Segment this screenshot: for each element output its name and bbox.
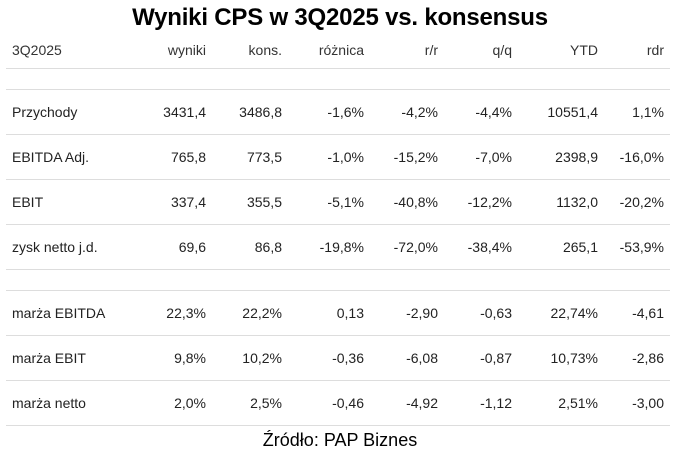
- difference-cell: -1,6%: [288, 89, 370, 135]
- ytd-change-cell: -2,86: [604, 335, 670, 381]
- qoq-cell: -7,0%: [444, 134, 518, 180]
- results-cell: 22,3%: [138, 290, 212, 336]
- results-cell: 2,0%: [138, 380, 212, 426]
- row-label: [6, 68, 138, 90]
- ytd-cell: 265,1: [518, 224, 604, 270]
- consensus-cell: 10,2%: [212, 335, 288, 381]
- difference-cell: [288, 68, 370, 90]
- row-label: zysk netto j.d.: [6, 224, 138, 270]
- difference-cell: -0,36: [288, 335, 370, 381]
- difference-cell: [288, 269, 370, 291]
- qoq-cell: -0,63: [444, 290, 518, 336]
- table-body: Przychody 3431,4 3486,8 -1,6% -4,2% -4,4% 1055…: [6, 68, 670, 426]
- difference-cell: -19,8%: [288, 224, 370, 270]
- row-label: [6, 269, 138, 291]
- yoy-cell: -72,0%: [370, 224, 444, 270]
- yoy-cell: [370, 269, 444, 291]
- column-header-yoy: r/r: [424, 42, 438, 58]
- consensus-cell: [212, 68, 288, 90]
- ytd-cell: 10,73%: [518, 335, 604, 381]
- consensus-cell: 3486,8: [212, 89, 288, 135]
- table-row: marża EBIT 9,8% 10,2% -0,36 -6,08 -0,87 10,73%…: [6, 335, 670, 381]
- yoy-cell: -40,8%: [370, 179, 444, 225]
- column-header-consensus: kons.: [248, 42, 282, 58]
- results-cell: 337,4: [138, 179, 212, 225]
- ytd-change-cell: -16,0%: [604, 134, 670, 180]
- ytd-cell: [518, 68, 604, 90]
- difference-cell: -0,46: [288, 380, 370, 426]
- ytd-change-cell: -3,00: [604, 380, 670, 426]
- header-row: 3Q2025 wyniki kons. różnica r/r q/q YTD …: [6, 32, 670, 69]
- table-row: marża EBITDA 22,3% 22,2% 0,13 -2,90 -0,63 22,7…: [6, 290, 670, 336]
- results-table: 3Q2025 wyniki kons. różnica r/r q/q YTD …: [6, 32, 670, 426]
- yoy-cell: -2,90: [370, 290, 444, 336]
- qoq-cell: -4,4%: [444, 89, 518, 135]
- results-cell: 3431,4: [138, 89, 212, 135]
- column-header-ytd-change: rdr: [646, 42, 664, 58]
- row-label: EBIT: [6, 179, 138, 225]
- column-header-qoq: q/q: [492, 42, 512, 58]
- column-header-ytd: YTD: [570, 42, 598, 58]
- yoy-cell: -4,92: [370, 380, 444, 426]
- ytd-change-cell: [604, 269, 670, 291]
- qoq-cell: [444, 269, 518, 291]
- source-note: Źródło: PAP Biznes: [262, 430, 418, 450]
- consensus-cell: 2,5%: [212, 380, 288, 426]
- row-label: EBITDA Adj.: [6, 134, 138, 180]
- ytd-change-cell: [604, 68, 670, 90]
- ytd-change-cell: -20,2%: [604, 179, 670, 225]
- ytd-cell: 22,74%: [518, 290, 604, 336]
- difference-cell: -1,0%: [288, 134, 370, 180]
- row-label: marża EBITDA: [6, 290, 138, 336]
- yoy-cell: -6,08: [370, 335, 444, 381]
- results-cell: [138, 269, 212, 291]
- ytd-cell: [518, 269, 604, 291]
- ytd-cell: 2,51%: [518, 380, 604, 426]
- table-row: EBITDA Adj. 765,8 773,5 -1,0% -15,2% -7,0% 239…: [6, 134, 670, 180]
- consensus-cell: 355,5: [212, 179, 288, 225]
- yoy-cell: -4,2%: [370, 89, 444, 135]
- ytd-change-cell: 1,1%: [604, 89, 670, 135]
- row-label: Przychody: [6, 89, 138, 135]
- yoy-cell: [370, 68, 444, 90]
- column-header-results: wyniki: [167, 42, 206, 58]
- row-label: marża EBIT: [6, 335, 138, 381]
- consensus-cell: [212, 269, 288, 291]
- table-row: Przychody 3431,4 3486,8 -1,6% -4,2% -4,4% 1055…: [6, 89, 670, 135]
- qoq-cell: [444, 68, 518, 90]
- results-cell: 765,8: [138, 134, 212, 180]
- row-label: marża netto: [6, 380, 138, 426]
- ytd-cell: 2398,9: [518, 134, 604, 180]
- column-header-period: 3Q2025: [12, 42, 62, 58]
- qoq-cell: -0,87: [444, 335, 518, 381]
- qoq-cell: -38,4%: [444, 224, 518, 270]
- results-cell: 69,6: [138, 224, 212, 270]
- yoy-cell: -15,2%: [370, 134, 444, 180]
- results-cell: [138, 68, 212, 90]
- ytd-cell: 1132,0: [518, 179, 604, 225]
- column-header-difference: różnica: [318, 42, 364, 58]
- spacer-row: [6, 68, 670, 90]
- table-row: EBIT 337,4 355,5 -5,1% -40,8% -12,2% 1132,0 -20…: [6, 179, 670, 225]
- difference-cell: 0,13: [288, 290, 370, 336]
- spacer-row: [6, 269, 670, 291]
- qoq-cell: -12,2%: [444, 179, 518, 225]
- ytd-change-cell: -53,9%: [604, 224, 670, 270]
- qoq-cell: -1,12: [444, 380, 518, 426]
- difference-cell: -5,1%: [288, 179, 370, 225]
- table-row: marża netto 2,0% 2,5% -0,46 -4,92 -1,12 2,51% -…: [6, 380, 670, 426]
- table-title: Wyniki CPS w 3Q2025 vs. konsensus: [132, 4, 548, 31]
- table-row: zysk netto j.d. 69,6 86,8 -19,8% -72,0% -38,4…: [6, 224, 670, 270]
- results-cell: 9,8%: [138, 335, 212, 381]
- ytd-cell: 10551,4: [518, 89, 604, 135]
- consensus-cell: 773,5: [212, 134, 288, 180]
- ytd-change-cell: -4,61: [604, 290, 670, 336]
- consensus-cell: 22,2%: [212, 290, 288, 336]
- consensus-cell: 86,8: [212, 224, 288, 270]
